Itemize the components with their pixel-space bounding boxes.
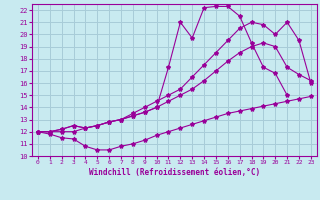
X-axis label: Windchill (Refroidissement éolien,°C): Windchill (Refroidissement éolien,°C) <box>89 168 260 177</box>
